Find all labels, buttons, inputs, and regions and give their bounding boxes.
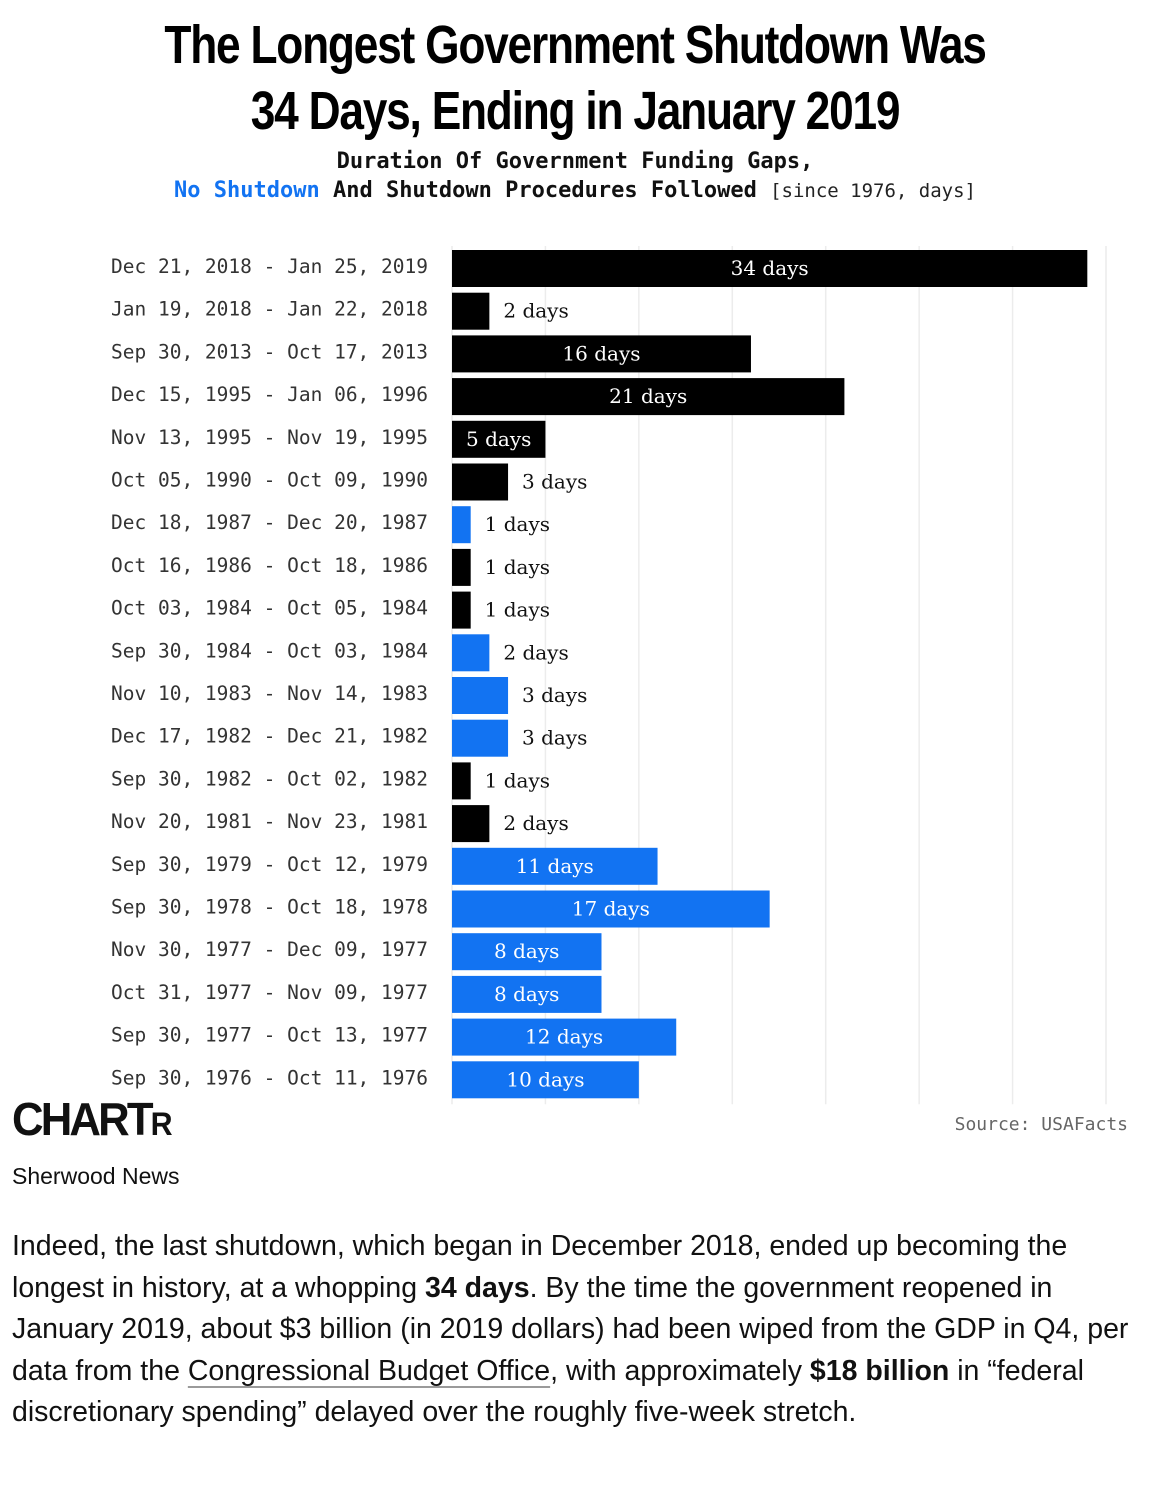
bar-value-label: 3 days <box>522 683 587 707</box>
chart-subtitle-line-2: No Shutdown And Shutdown Procedures Foll… <box>0 177 1150 205</box>
chart-subtitle-line-1: Duration Of Government Funding Gaps, <box>336 149 814 174</box>
bar-value-label: 3 days <box>522 726 587 750</box>
bar-value-label: 3 days <box>522 470 587 494</box>
category-label: Sep 30, 1977 - Oct 13, 1977 <box>111 1024 428 1047</box>
bar-value-label: 1 days <box>485 555 550 579</box>
no-shutdown-bar <box>452 933 602 971</box>
shutdown-bar <box>452 762 471 800</box>
category-label: Nov 20, 1981 - Nov 23, 1981 <box>111 810 428 833</box>
category-label: Sep 30, 1982 - Oct 02, 1982 <box>111 767 428 790</box>
bar-value-label: 2 days <box>503 299 568 323</box>
article-paragraph: Indeed, the last shutdown, which began i… <box>12 1226 1138 1434</box>
article-text-2: . By the time the government reopened in… <box>12 1271 1129 1387</box>
logo-text-small: R <box>150 1106 173 1142</box>
no-shutdown-bar <box>452 1018 677 1056</box>
category-label: Oct 16, 1986 - Oct 18, 1986 <box>111 554 428 577</box>
article-bold-1: 34 days <box>424 1271 530 1304</box>
bar-value-label: 2 days <box>503 640 568 664</box>
chart-title-line-1: The Longest Government Shutdown Was <box>164 15 986 75</box>
bar-value-label: 17 days <box>572 897 650 921</box>
subtitle-note: [since 1976, days] <box>770 180 976 202</box>
shutdown-bar <box>452 250 1088 287</box>
category-label: Jan 19, 2018 - Jan 22, 2018 <box>111 298 428 321</box>
bar-chart: Dec 21, 2018 - Jan 25, 2019 34 days Jan 19… <box>111 246 1107 1105</box>
article-bold-2: $18 billion <box>809 1354 950 1387</box>
bar-value-label: 5 days <box>466 427 531 451</box>
no-shutdown-bar <box>452 677 509 714</box>
no-shutdown-bar <box>452 975 602 1013</box>
shutdown-bar <box>452 292 490 330</box>
category-label: Oct 05, 1990 - Oct 09, 1990 <box>111 469 428 492</box>
subtitle-no-shutdown-label: No Shutdown <box>174 178 320 203</box>
shutdown-bar <box>452 378 845 416</box>
category-label: Sep 30, 1979 - Oct 12, 1979 <box>111 853 428 876</box>
no-shutdown-bar <box>452 890 770 928</box>
bar-value-label: 1 days <box>485 598 550 622</box>
bar-value-label: 1 days <box>485 512 550 536</box>
bar-value-label: 10 days <box>506 1067 584 1091</box>
chart-title-line-2: 34 Days, Ending in January 2019 <box>250 81 901 141</box>
no-shutdown-bar <box>452 506 471 544</box>
cbo-link[interactable]: Congressional Budget Office <box>187 1354 551 1387</box>
no-shutdown-bar <box>452 1061 639 1099</box>
article-text-1: Indeed, the last shutdown, which began i… <box>12 1230 1068 1304</box>
category-label: Sep 30, 1978 - Oct 18, 1978 <box>111 896 428 919</box>
category-label: Dec 17, 1982 - Dec 21, 1982 <box>111 725 428 748</box>
publisher-name: Sherwood News <box>12 1163 180 1189</box>
logo-text: CHART <box>12 1093 154 1145</box>
chartr-logo: CHARTR <box>12 1093 173 1149</box>
bar-value-label: 8 days <box>494 982 559 1006</box>
bar-value-label: 1 days <box>485 768 550 792</box>
bar-value-label: 12 days <box>525 1025 603 1049</box>
category-label: Sep 30, 1976 - Oct 11, 1976 <box>111 1066 428 1089</box>
bar-value-label: 2 days <box>503 811 568 835</box>
shutdown-bar <box>452 548 471 586</box>
no-shutdown-bar <box>452 847 658 885</box>
shutdown-bar <box>452 335 751 373</box>
article-text-4: in “federal discretionary spending” dela… <box>12 1354 1084 1429</box>
shutdown-bar <box>452 463 509 501</box>
bar-value-label: 21 days <box>609 384 687 408</box>
category-label: Dec 21, 2018 - Jan 25, 2019 <box>111 255 428 278</box>
category-label: Nov 13, 1995 - Nov 19, 1995 <box>111 426 428 449</box>
source-note: Source: USAFacts <box>954 1114 1128 1135</box>
category-label: Oct 03, 1984 - Oct 05, 1984 <box>111 597 428 620</box>
no-shutdown-bar <box>452 719 509 757</box>
category-label: Nov 30, 1977 - Dec 09, 1977 <box>111 938 428 961</box>
bar-value-label: 16 days <box>562 341 640 365</box>
bar-value-label: 34 days <box>731 256 809 280</box>
shutdown-bar <box>452 420 546 458</box>
category-label: Dec 15, 1995 - Jan 06, 1996 <box>111 383 428 406</box>
article-text-3: , with approximately <box>550 1354 810 1387</box>
bar-value-label: 11 days <box>516 854 594 878</box>
no-shutdown-bar <box>452 634 490 672</box>
category-label: Nov 10, 1983 - Nov 14, 1983 <box>111 682 428 705</box>
bar-value-label: 8 days <box>494 939 559 963</box>
category-label: Sep 30, 2013 - Oct 17, 2013 <box>111 340 428 363</box>
category-label: Sep 30, 1984 - Oct 03, 1984 <box>111 639 428 662</box>
shutdown-bar <box>452 591 471 629</box>
category-label: Oct 31, 1977 - Nov 09, 1977 <box>111 981 428 1004</box>
subtitle-shutdown-label: And Shutdown Procedures Followed <box>319 178 771 203</box>
category-label: Dec 18, 1987 - Dec 20, 1987 <box>111 511 428 534</box>
shutdown-bar <box>452 805 490 843</box>
